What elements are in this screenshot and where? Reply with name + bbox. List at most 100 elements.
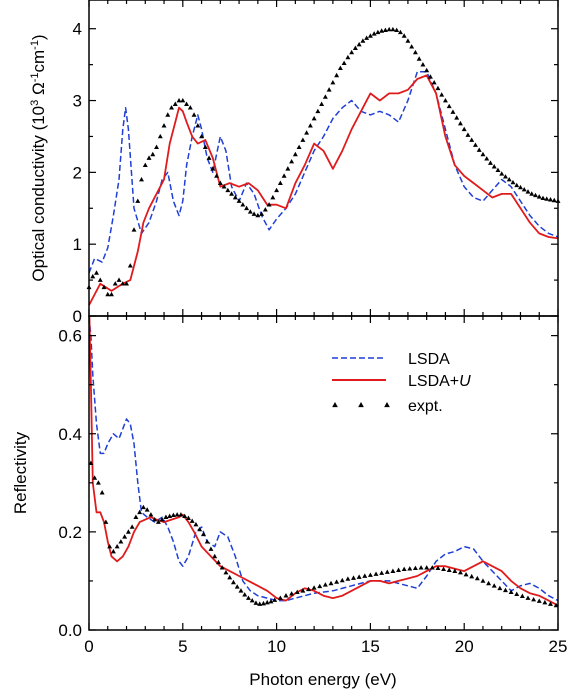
reflectivity-expt-point [317,583,323,589]
reflectivity-expt-point [491,583,497,588]
conductivity-expt-point [105,291,111,297]
conductivity-expt-point [124,281,129,286]
conductivity-expt-point [420,62,426,67]
reflectivity-expt-point [103,519,109,524]
conductivity-expt-point [341,60,347,66]
reflectivity-expt-point [283,593,289,598]
conductivity-expt-point [540,195,546,201]
conductivity-expt-point [101,284,107,290]
conductivity-expt-point [375,29,381,35]
conductivity-expt-point [184,101,190,106]
conductivity-expt-point [484,156,490,161]
conductivity-expt-point [172,101,178,106]
reflectivity-expt-point [268,598,274,604]
reflectivity-expt-point [227,574,233,580]
conductivity-expt-point [510,179,516,185]
conductivity-expt-point [533,192,538,198]
reflectivity-expt-point [367,572,373,577]
reflectivity-expt-point [469,573,475,579]
reflectivity-expt-point [497,585,503,591]
conductivity-expt-point [169,105,175,110]
reflectivity-expt-point [396,567,402,572]
reflectivity-expt-point [289,591,295,596]
reflectivity-expt-point [242,592,248,597]
reflectivity-expt-point [264,599,270,605]
conductivity-expt-point [262,207,268,212]
conductivity-expt-point [334,72,340,78]
conductivity-expt-point [217,180,223,185]
conductivity-expt-point [352,45,358,50]
reflectivity-expt-point [140,504,146,510]
conductivity-expt-point [157,133,163,139]
conductivity-expt-point [281,173,287,178]
legend-label-lsda-u-base: LSDA+ [408,373,459,390]
reflectivity-expt-point [249,597,255,603]
conductivity-expt-point [232,194,238,200]
conductivity-lsda-line [88,71,559,274]
conductivity-expt-point [330,79,336,85]
reflectivity-expt-point [362,573,368,578]
conductivity-expt-point [491,164,497,169]
conductivity-expt-point [296,144,302,150]
conductivity-expt-point [525,189,531,194]
legend-label-expt: expt. [408,398,443,415]
conductivity-expt-point [285,166,291,171]
conductivity-expt-point [150,151,156,157]
conductivity-expt-point [394,27,400,32]
reflectivity-plot-frame [88,315,559,631]
conductivity-expt-point [97,277,103,282]
conductivity-expt-point [382,27,388,32]
conductivity-expt-point [503,174,508,179]
reflectivity-expt-point [223,569,229,575]
reflectivity-expt-point [253,600,259,605]
conductivity-expt-point [379,28,385,33]
conductivity-expt-point [221,184,227,189]
reflectivity-expt-point [137,509,143,515]
reflectivity-expt-point [178,512,184,517]
conductivity-expt-point [315,108,321,114]
legend-expt-marker [332,402,338,408]
reflectivity-lsda-line [89,325,559,602]
reflectivity-expt-point [345,576,351,581]
reflectivity-expt-point [429,565,435,570]
conductivity-expt-point [412,49,418,55]
reflectivity-expt-point [144,507,150,512]
conductivity-expt-point [187,105,193,110]
reflectivity-expt-point [351,575,356,580]
x-axis-title: Photon energy (eV) [249,670,396,689]
conductivity-expt-point [465,132,471,137]
reflectivity-expt-point [514,591,520,597]
reflectivity-expt-point [204,539,210,544]
reflectivity-expt-point [125,529,131,534]
reflectivity-expt-point [457,569,463,575]
reflectivity-y-tick-label: 0.2 [58,523,82,542]
conductivity-expt-point [416,56,422,61]
reflectivity-expt-point [525,595,531,600]
reflectivity-expt-point [118,539,124,544]
conductivity-expt-point [322,94,328,99]
conductivity-expt-point [135,198,141,203]
conductivity-expt-point [431,79,437,85]
conductivity-expt-point [199,133,205,139]
reflectivity-expt-point [197,526,203,532]
reflectivity-expt-point [306,586,311,592]
conductivity-expt-point [514,182,520,188]
reflectivity-expt-point [95,480,101,485]
reflectivity-expt-point [452,568,458,573]
reflectivity-panel: 0.0 0.2 0.4 0.6 0 5 10 15 20 25 Reflectivity Phot… [11,315,567,689]
conductivity-expt-point [202,144,208,150]
conductivity-expt-point [214,173,220,178]
reflectivity-expt-point [92,475,98,480]
legend-label-lsda-u: LSDA+U [408,373,471,390]
reflectivity-expt-point [212,553,218,559]
conductivity-expt-point [225,187,231,193]
conductivity-expt-point [210,166,216,171]
reflectivity-expt-point [193,521,199,527]
reflectivity-expt-point [334,579,340,584]
conductivity-y-tick-label: 0 [73,307,82,326]
conductivity-expt-point [536,194,542,199]
reflectivity-expt-point [407,566,413,571]
reflectivity-expt-point [486,580,492,586]
conductivity-expt-point [94,270,99,275]
